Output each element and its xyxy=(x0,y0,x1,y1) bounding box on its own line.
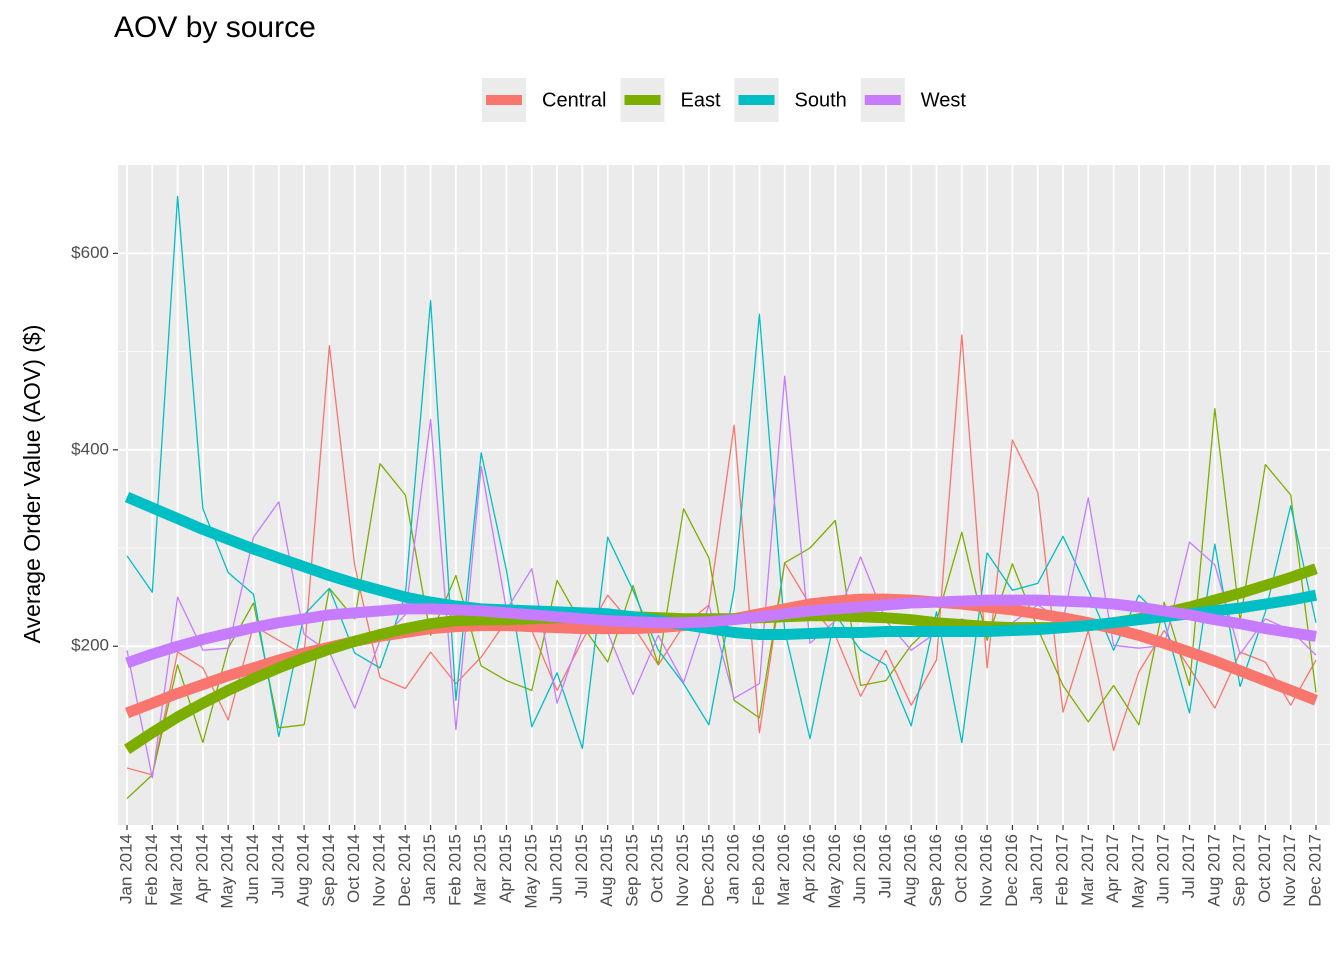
y-axis-title: Average Order Value (AOV) ($) xyxy=(19,325,45,644)
series-line xyxy=(126,334,1317,776)
x-tick-label: Jun 2014 xyxy=(243,834,262,904)
x-tick-label: Jul 2016 xyxy=(875,834,894,898)
x-tick-label: Oct 2014 xyxy=(344,834,363,903)
x-tick-label: Jul 2017 xyxy=(1179,834,1198,898)
x-tick-label: Aug 2017 xyxy=(1204,834,1223,907)
y-tick-label: $600 xyxy=(71,243,109,262)
x-tick-label: Jan 2016 xyxy=(724,834,743,904)
x-tick-label: May 2014 xyxy=(218,834,237,909)
x-tick-label: Dec 2016 xyxy=(1002,834,1021,907)
y-tick-label: $200 xyxy=(71,636,109,655)
x-tick-label: Jan 2014 xyxy=(116,834,135,904)
legend-label: West xyxy=(921,89,967,111)
legend-label: South xyxy=(795,89,847,111)
x-tick-label: Sep 2016 xyxy=(926,834,945,907)
x-tick-label: Jan 2017 xyxy=(1027,834,1046,904)
x-tick-label: Apr 2015 xyxy=(496,834,515,903)
x-tick-label: Feb 2014 xyxy=(142,834,161,906)
x-tick-label: May 2016 xyxy=(825,834,844,909)
x-tick-label: Dec 2015 xyxy=(698,834,717,907)
x-tick-label: Dec 2017 xyxy=(1305,834,1324,907)
x-tick-label: May 2017 xyxy=(1128,834,1147,909)
x-tick-label: Sep 2015 xyxy=(622,834,641,907)
trend-line xyxy=(125,594,1317,669)
x-tick-label: Jun 2016 xyxy=(850,834,869,904)
legend-label: Central xyxy=(542,89,606,111)
x-tick-label: Feb 2015 xyxy=(445,834,464,906)
x-tick-label: Feb 2017 xyxy=(1053,834,1072,906)
y-tick-label: $400 xyxy=(71,439,109,458)
x-tick-label: Mar 2014 xyxy=(167,834,186,906)
x-tick-label: Aug 2014 xyxy=(294,834,313,907)
x-tick-label: Oct 2017 xyxy=(1255,834,1274,903)
x-tick-label: Jan 2015 xyxy=(420,834,439,904)
x-tick-label: Mar 2015 xyxy=(471,834,490,906)
x-tick-label: Oct 2015 xyxy=(648,834,667,903)
x-tick-label: Aug 2015 xyxy=(597,834,616,907)
x-tick-label: Sep 2017 xyxy=(1230,834,1249,907)
x-tick-label: Mar 2016 xyxy=(774,834,793,906)
x-tick-label: Apr 2017 xyxy=(1103,834,1122,903)
chart-title: AOV by source xyxy=(114,11,316,44)
x-tick-label: Jul 2015 xyxy=(572,834,591,898)
x-tick-label: Nov 2017 xyxy=(1280,834,1299,907)
legend-label: East xyxy=(680,89,720,111)
x-tick-label: Nov 2014 xyxy=(369,834,388,907)
x-tick-label: Aug 2016 xyxy=(901,834,920,907)
x-tick-label: Jun 2017 xyxy=(1154,834,1173,904)
x-tick-label: Nov 2016 xyxy=(977,834,996,907)
series-line xyxy=(126,195,1317,750)
x-tick-label: Mar 2017 xyxy=(1078,834,1097,906)
trend-line xyxy=(124,491,1318,640)
x-tick-label: Nov 2015 xyxy=(673,834,692,907)
x-tick-label: Oct 2016 xyxy=(951,834,970,903)
x-tick-label: Feb 2016 xyxy=(749,834,768,906)
x-tick-label: May 2015 xyxy=(521,834,540,909)
x-tick-label: Sep 2014 xyxy=(319,834,338,907)
x-tick-label: Apr 2014 xyxy=(192,834,211,903)
x-tick-label: Jun 2015 xyxy=(547,834,566,904)
x-tick-label: Dec 2014 xyxy=(395,834,414,907)
legend: Central East South West xyxy=(482,78,966,122)
x-tick-label: Jul 2014 xyxy=(268,834,287,898)
x-tick-label: Apr 2016 xyxy=(800,834,819,903)
